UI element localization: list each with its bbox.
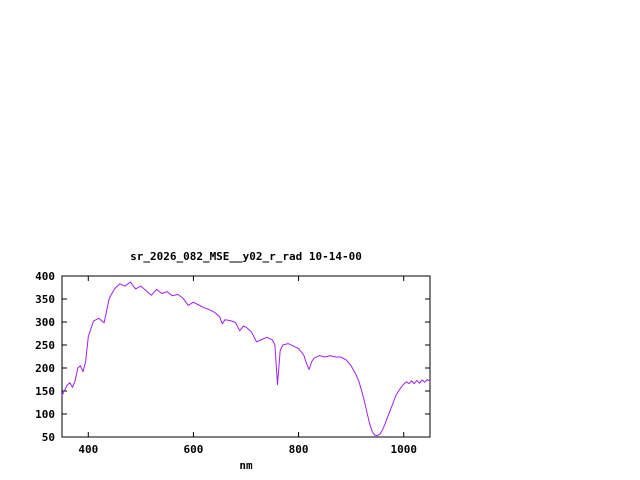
plot-border bbox=[61, 275, 431, 438]
y-tick-label: 100 bbox=[35, 408, 55, 421]
y-tick-label: 150 bbox=[35, 385, 55, 398]
x-axis-label: nm bbox=[239, 459, 253, 472]
y-tick-label: 300 bbox=[35, 316, 55, 329]
y-tick-label: 50 bbox=[42, 431, 55, 444]
x-tick-label: 1000 bbox=[390, 443, 417, 456]
y-tick-label: 200 bbox=[35, 362, 55, 375]
x-tick-label: 800 bbox=[289, 443, 309, 456]
chart-title: sr_2026_082_MSE__y02_r_rad 10-14-00 bbox=[130, 250, 362, 263]
series-line bbox=[61, 281, 431, 437]
y-tick-label: 250 bbox=[35, 339, 55, 352]
x-tick-label: 600 bbox=[183, 443, 203, 456]
y-tick-label: 350 bbox=[35, 293, 55, 306]
x-tick-label: 400 bbox=[78, 443, 98, 456]
y-tick-label: 400 bbox=[35, 270, 55, 283]
